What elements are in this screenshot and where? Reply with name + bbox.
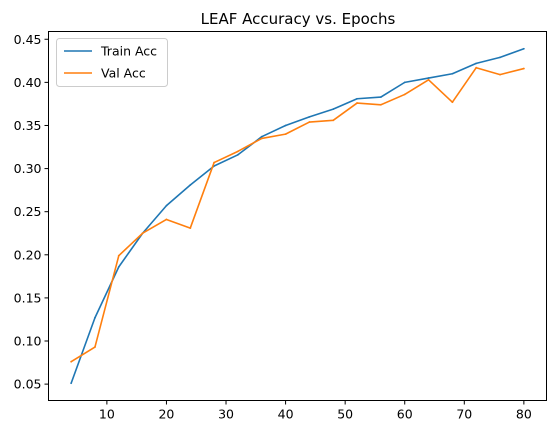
y-tick-label: 0.10	[14, 334, 42, 349]
data-point-val-acc	[499, 73, 501, 76]
data-point-val-acc	[260, 137, 263, 140]
data-point-val-acc	[451, 101, 454, 104]
y-tick-label: 0.35	[14, 118, 42, 133]
y-tick-label: 0.25	[14, 204, 42, 219]
data-point-val-acc	[237, 150, 239, 153]
data-point-val-acc	[117, 254, 120, 257]
data-point-train-acc	[403, 81, 406, 84]
data-point-val-acc	[70, 360, 73, 363]
legend-label: Train Acc	[100, 44, 157, 59]
data-point-train-acc	[332, 108, 335, 110]
legend: Train Acc Val Acc	[56, 38, 168, 87]
chart-title: LEAF Accuracy vs. Epochs	[201, 10, 396, 28]
data-point-val-acc	[141, 232, 144, 235]
y-tick-label: 0.20	[14, 247, 42, 262]
data-point-train-acc	[165, 204, 168, 207]
x-tick-label: 50	[337, 407, 353, 422]
data-point-train-acc	[356, 97, 358, 100]
plot-area: 10 20 30 40 50 60 70 80 0.05 0.10 0.15 0.20 0.25 0.30…	[14, 32, 532, 422]
data-point-train-acc	[237, 153, 239, 156]
x-tick-label: 20	[158, 407, 174, 422]
data-point-train-acc	[499, 56, 501, 59]
x-tick-label: 10	[99, 407, 115, 422]
data-point-train-acc	[260, 135, 263, 138]
data-point-val-acc	[189, 227, 192, 229]
data-point-train-acc	[379, 96, 382, 98]
series-line-val-acc	[70, 66, 525, 363]
y-tick-label: 0.05	[14, 377, 42, 392]
y-tick-label: 0.15	[14, 290, 42, 305]
data-point-val-acc	[94, 346, 96, 348]
data-point-val-acc	[475, 66, 478, 69]
data-point-train-acc	[284, 124, 287, 127]
data-point-train-acc	[117, 265, 120, 268]
data-point-val-acc	[284, 133, 287, 135]
data-point-train-acc	[427, 77, 430, 79]
x-tick-label: 80	[516, 407, 532, 422]
y-tick-label: 0.30	[14, 161, 42, 176]
data-point-val-acc	[403, 93, 406, 96]
data-point-val-acc	[356, 102, 358, 104]
x-tick-label: 70	[456, 407, 472, 422]
data-point-train-acc	[522, 47, 525, 50]
x-tick-label: 40	[278, 407, 294, 422]
data-point-val-acc	[332, 119, 335, 122]
series-line-train-acc	[70, 47, 525, 384]
data-point-val-acc	[165, 218, 168, 221]
data-point-val-acc	[427, 78, 430, 81]
x-tick-label: 30	[218, 407, 234, 422]
y-tick-label: 0.45	[14, 32, 42, 47]
x-tick-label: 60	[397, 407, 413, 422]
data-point-train-acc	[475, 62, 478, 65]
data-point-val-acc	[308, 121, 311, 123]
y-tick-label: 0.40	[14, 75, 42, 90]
data-point-val-acc	[213, 161, 216, 164]
data-point-train-acc	[94, 316, 96, 319]
legend-label: Val Acc	[101, 66, 146, 81]
data-point-train-acc	[70, 382, 73, 385]
data-point-val-acc	[379, 103, 382, 106]
data-point-train-acc	[308, 115, 311, 118]
data-point-train-acc	[189, 184, 192, 186]
data-point-val-acc	[522, 67, 525, 70]
plot-frame	[48, 31, 547, 401]
data-point-train-acc	[451, 72, 454, 75]
